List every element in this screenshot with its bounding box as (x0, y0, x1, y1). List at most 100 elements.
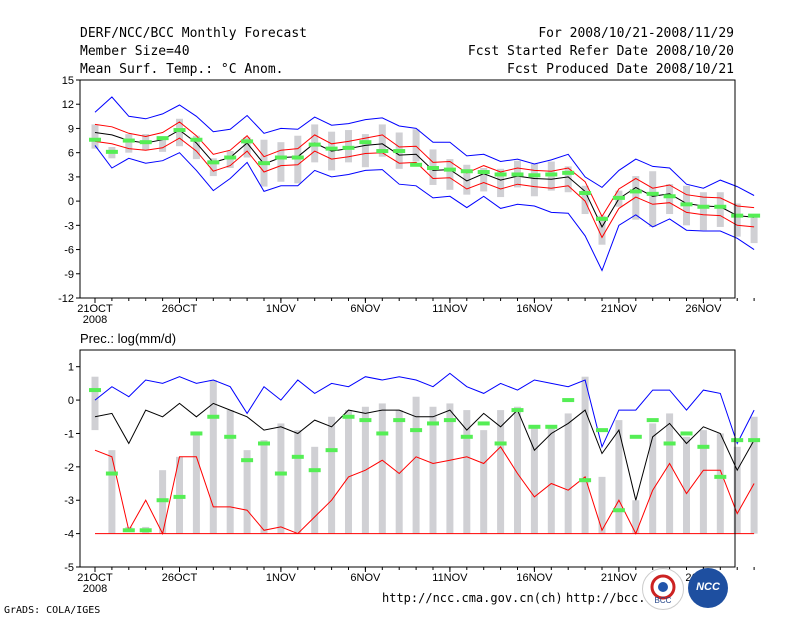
spread-bar (209, 380, 217, 534)
forecast-marker (105, 149, 118, 154)
forecast-marker (342, 414, 355, 419)
forecast-marker (241, 458, 254, 463)
spread-bar (497, 168, 505, 198)
forecast-marker (562, 170, 575, 175)
spread-bar (598, 476, 606, 534)
forecast-marker (139, 528, 152, 533)
y-tick-label: -5 (64, 562, 74, 574)
min-line (94, 446, 755, 536)
spread-bar (446, 159, 454, 190)
spread-bar (666, 413, 674, 534)
spread-bar (311, 446, 319, 534)
spread-bar (226, 151, 234, 169)
x-tick-label: 6NOV (350, 572, 381, 584)
forecast-started-date: Fcst Started Refer Date 2008/10/20 (467, 44, 734, 59)
forecast-marker (173, 494, 186, 499)
forecast-marker (579, 478, 592, 483)
forecast-marker (545, 172, 558, 177)
spread-bar (632, 176, 640, 220)
x-tick-label: 16NOV (516, 572, 553, 584)
spread-bar (294, 135, 302, 184)
x-tick-label: 1NOV (266, 303, 297, 315)
y-tick-label: -12 (58, 293, 74, 305)
forecast-marker (258, 441, 270, 446)
spread-bar (412, 129, 420, 162)
forecast-marker (342, 145, 355, 150)
forecast-marker (680, 202, 693, 207)
forecast-marker (207, 160, 220, 165)
forecast-marker (427, 166, 439, 171)
forecast-marker (748, 213, 761, 218)
spread-bar (226, 410, 234, 534)
spread-bar (243, 450, 251, 534)
spread-bar (463, 164, 471, 195)
forecast-marker (562, 398, 575, 403)
spread-bar (192, 135, 200, 160)
spread-bar (480, 168, 488, 192)
spread-bar (666, 184, 674, 215)
forecast-marker (460, 169, 473, 174)
spread-bar (91, 124, 99, 149)
spread-bar (497, 410, 505, 534)
forecast-marker (376, 149, 389, 154)
max-envelope-line (94, 372, 755, 449)
forecast-marker (612, 508, 625, 513)
forecast-marker (477, 421, 490, 426)
forecast-marker (629, 189, 642, 194)
forecast-marker (511, 172, 524, 177)
forecast-marker (731, 213, 744, 218)
spread-bar (581, 185, 589, 215)
ensemble-mean-line (94, 129, 755, 228)
forecast-marker (274, 155, 287, 160)
forecast-marker (258, 161, 270, 166)
ncc-logo: NCC (688, 568, 728, 608)
upper-spread-line (94, 121, 755, 218)
spread-bar (429, 406, 437, 534)
forecast-marker (579, 191, 592, 196)
spread-bar (328, 416, 336, 534)
x-tick-label: 21NOV (601, 303, 638, 315)
spread-bar (514, 406, 521, 534)
y-tick-label: 1 (68, 362, 74, 374)
forecast-marker (731, 438, 744, 443)
x-tick-label: 26NOV (685, 303, 722, 315)
forecast-marker (291, 155, 304, 160)
spread-bar (649, 423, 657, 534)
forecast-marker (89, 137, 101, 142)
x-tick-label: 26OCT (162, 303, 198, 315)
forecast-marker (89, 388, 101, 393)
y-tick-label: -2 (64, 462, 74, 474)
spread-bar (345, 410, 352, 534)
y-tick-label: 15 (62, 75, 74, 87)
forecast-marker (207, 414, 220, 419)
y-tick-label: 0 (68, 196, 74, 208)
forecast-marker (528, 424, 541, 429)
x-tick-label: 11NOV (432, 572, 468, 584)
spread-bar (294, 430, 302, 534)
forecast-marker (511, 408, 524, 413)
forecast-marker (427, 421, 439, 426)
max-envelope-line (94, 96, 755, 196)
spread-bar (125, 134, 133, 153)
y-tick-label: 6 (68, 148, 74, 160)
spread-bar (412, 396, 420, 534)
forecast-marker (596, 216, 608, 221)
forecast-marker (122, 528, 135, 533)
panel-title: Prec.: log(mm/d) (80, 331, 176, 346)
spread-bar (716, 433, 724, 534)
spread-bar (649, 171, 657, 227)
spread-bar (564, 166, 572, 193)
ncc-url-link[interactable]: http://ncc.cma.gov.cn(ch) (382, 591, 563, 605)
spread-bar (581, 376, 589, 534)
forecast-marker (173, 128, 186, 133)
member-size-label: Member Size=40 (80, 44, 190, 59)
forecast-marker (545, 424, 558, 429)
x-tick-label: 16NOV (516, 303, 553, 315)
forecast-marker (494, 172, 507, 177)
spread-bar (547, 426, 555, 534)
bcc-url-link[interactable]: http://bcc.c (566, 591, 653, 605)
bcc-logo-text: BCC (654, 596, 672, 605)
spread-bar (108, 450, 116, 534)
x-tick-label: 21OCT (77, 572, 113, 584)
